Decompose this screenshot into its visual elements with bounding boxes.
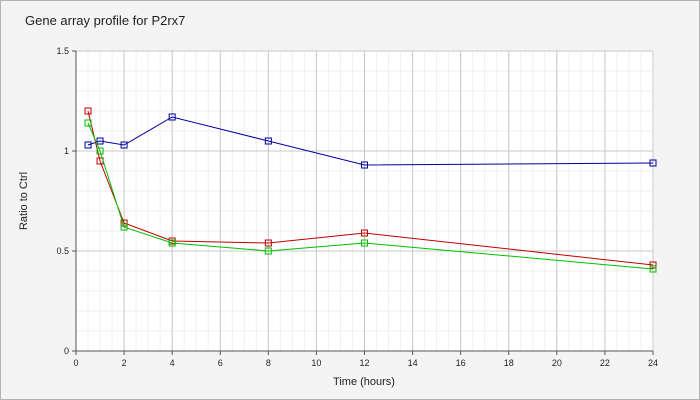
series-line [87,110,654,266]
series-line [87,116,654,166]
x-tick-label: 24 [648,358,658,368]
x-tick-label: 20 [552,358,562,368]
data-point-marker [264,247,272,255]
x-tick-label: 0 [73,358,78,368]
x-tick-label: 2 [122,358,127,368]
data-point-marker [96,137,104,145]
series-line [87,122,654,270]
data-point-marker [84,107,92,115]
data-point-marker [168,113,176,121]
x-tick-label: 22 [600,358,610,368]
data-point-marker [120,223,128,231]
y-tick-label: 0 [64,346,69,356]
x-tick-label: 12 [359,358,369,368]
series-2 [84,107,657,269]
axes [72,50,654,355]
x-tick-label: 6 [218,358,223,368]
series-1 [84,113,657,169]
y-tick-label: 1.5 [56,46,69,56]
x-tick-label: 10 [311,358,321,368]
x-tick-label: 18 [504,358,514,368]
y-axis-label: Ratio to Ctrl [18,172,30,230]
data-point-marker [264,137,272,145]
y-tick-label: 1 [64,146,69,156]
data-point-marker [168,239,176,247]
series-layer [84,107,657,273]
data-point-marker [264,239,272,247]
data-point-marker [649,261,657,269]
data-point-marker [120,141,128,149]
x-tick-label: 8 [266,358,271,368]
data-point-marker [361,239,368,247]
data-point-marker [96,147,104,155]
data-point-marker [84,141,92,149]
data-point-marker [361,161,368,169]
y-tick-labels: 0 0.5 1 1.5 [56,46,69,356]
data-point-marker [649,265,657,273]
data-point-marker [84,119,92,127]
series-3 [84,119,657,273]
x-axis-label: Time (hours) [333,376,395,388]
y-tick-label: 0.5 [56,246,69,256]
chart-title: Gene array profile for P2rx7 [25,13,186,28]
x-tick-label: 16 [456,358,466,368]
x-tick-label: 4 [170,358,175,368]
x-tick-label: 14 [408,358,418,368]
data-point-marker [361,229,368,237]
x-tick-labels: 0 2 4 6 8 10 12 14 16 18 20 22 24 [73,358,658,368]
data-point-marker [649,159,657,167]
